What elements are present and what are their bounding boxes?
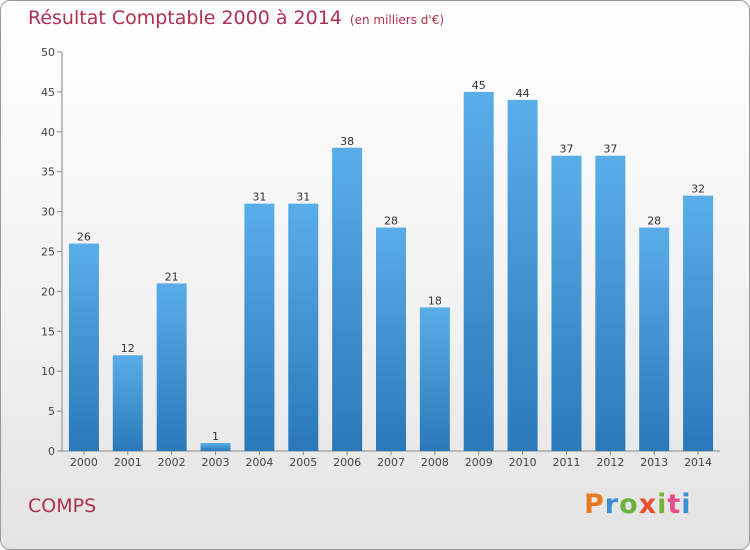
logo-letter: i xyxy=(681,489,692,520)
y-tick-label: 20 xyxy=(41,285,55,298)
x-tick-label-2003: 2003 xyxy=(202,456,230,469)
bar-2002 xyxy=(156,283,187,451)
bar-2005 xyxy=(288,203,319,451)
value-label-2009: 45 xyxy=(472,79,486,92)
logo-letter: P xyxy=(584,489,605,520)
y-tick-label: 30 xyxy=(41,206,55,219)
value-label-2002: 21 xyxy=(165,270,179,283)
bar-2004 xyxy=(244,203,275,451)
y-tick-label: 15 xyxy=(41,325,55,338)
x-tick-label-2001: 2001 xyxy=(114,456,142,469)
x-tick-label-2006: 2006 xyxy=(333,456,361,469)
y-tick-label: 25 xyxy=(41,246,55,259)
y-tick-label: 50 xyxy=(41,46,55,59)
bar-2007 xyxy=(376,227,406,451)
chart-title: Résultat Comptable 2000 à 2014 xyxy=(28,7,342,29)
value-label-2008: 18 xyxy=(428,294,442,307)
bar-2003 xyxy=(200,443,231,451)
bar-2009 xyxy=(463,91,494,452)
value-label-2001: 12 xyxy=(121,342,135,355)
value-label-2012: 37 xyxy=(603,143,617,156)
value-label-2000: 26 xyxy=(77,231,91,244)
y-tick-label: 35 xyxy=(41,166,55,179)
bar-2000 xyxy=(68,243,99,451)
proxiti-logo: Proxiti xyxy=(584,489,692,520)
value-label-2011: 37 xyxy=(559,143,573,156)
chart-labels: 2000 26 2001 12 2002 21 2003 1 2004 31 2005 31 2006 3… xyxy=(70,79,712,469)
value-label-2007: 28 xyxy=(384,215,398,228)
bar-2010 xyxy=(507,99,538,451)
value-label-2010: 44 xyxy=(516,87,530,100)
logo-letter: t xyxy=(667,489,682,520)
x-tick-label-2004: 2004 xyxy=(245,456,273,469)
chart-bars xyxy=(68,91,714,452)
x-tick-label-2008: 2008 xyxy=(421,456,449,469)
x-tick-label-2005: 2005 xyxy=(289,456,317,469)
y-tick-label: 0 xyxy=(48,445,55,458)
y-tick-label: 5 xyxy=(48,405,55,418)
y-tick-label: 10 xyxy=(41,365,55,378)
bar-2008 xyxy=(419,307,450,451)
value-label-2014: 32 xyxy=(691,183,705,196)
bar-2013 xyxy=(639,227,670,451)
y-tick-label: 40 xyxy=(41,126,55,139)
value-label-2005: 31 xyxy=(296,191,310,204)
x-tick-label-2009: 2009 xyxy=(465,456,493,469)
x-tick-label-2007: 2007 xyxy=(377,456,405,469)
logo-letter: o xyxy=(619,489,639,520)
x-tick-label-2011: 2011 xyxy=(552,456,580,469)
x-tick-label-2012: 2012 xyxy=(596,456,624,469)
value-label-2006: 38 xyxy=(340,135,354,148)
value-label-2004: 31 xyxy=(252,191,266,204)
chart-header: Résultat Comptable 2000 à 2014 (en millie… xyxy=(28,7,444,29)
bar-2001 xyxy=(112,355,143,451)
x-tick-label-2014: 2014 xyxy=(684,456,712,469)
y-tick-label: 45 xyxy=(41,86,55,99)
logo-letter: i xyxy=(657,489,668,520)
bar-2014 xyxy=(683,195,714,451)
place-name: COMPS xyxy=(28,495,97,517)
x-tick-label-2000: 2000 xyxy=(70,456,98,469)
value-label-2003: 1 xyxy=(212,430,219,443)
bar-2012 xyxy=(595,155,626,452)
x-tick-label-2002: 2002 xyxy=(158,456,186,469)
bar-2006 xyxy=(332,147,363,451)
value-label-2013: 28 xyxy=(647,215,661,228)
logo-letter: r xyxy=(604,489,620,520)
chart-subtitle: (en milliers d'€) xyxy=(349,13,445,27)
logo-letter: x xyxy=(638,489,658,520)
bar-2011 xyxy=(551,155,582,452)
x-tick-label-2013: 2013 xyxy=(640,456,668,469)
x-tick-label-2010: 2010 xyxy=(509,456,537,469)
